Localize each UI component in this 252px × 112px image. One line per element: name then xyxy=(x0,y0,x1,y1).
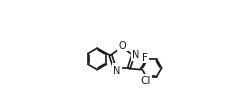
Text: F: F xyxy=(142,52,148,62)
Text: N: N xyxy=(132,50,139,60)
Text: Cl: Cl xyxy=(140,75,150,85)
Text: O: O xyxy=(119,41,126,51)
Text: N: N xyxy=(113,65,120,75)
